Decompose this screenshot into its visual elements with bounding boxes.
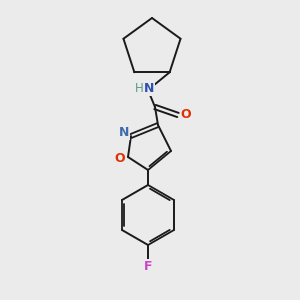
- Text: H: H: [135, 82, 143, 95]
- Text: O: O: [181, 109, 191, 122]
- Text: N: N: [119, 127, 129, 140]
- Text: O: O: [115, 152, 125, 166]
- Text: F: F: [144, 260, 152, 272]
- Text: N: N: [144, 82, 154, 95]
